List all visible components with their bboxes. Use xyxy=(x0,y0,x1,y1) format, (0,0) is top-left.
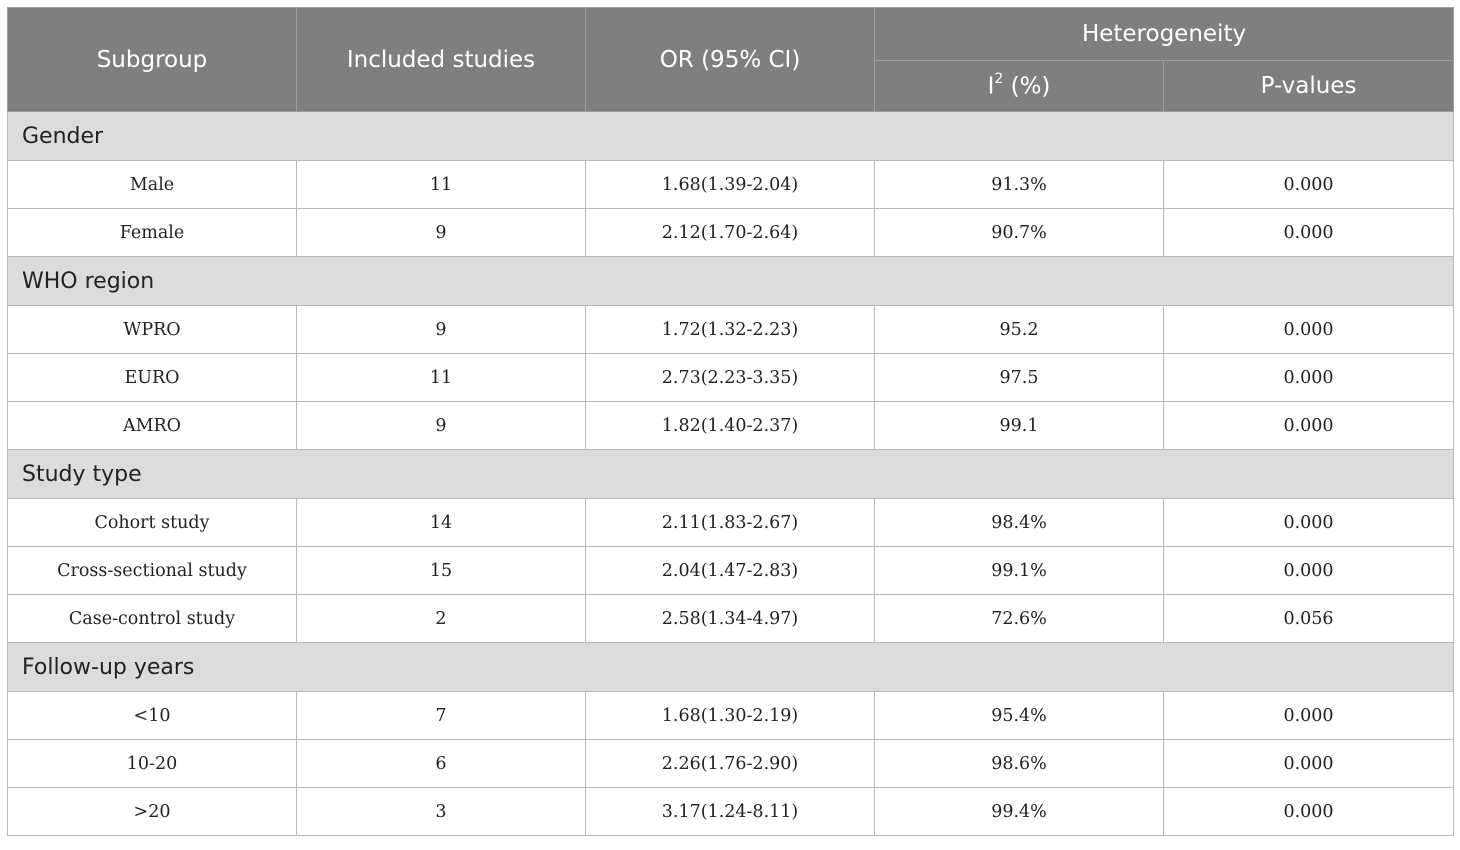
cell-or-ci: 2.26(1.76-2.90) xyxy=(585,739,875,788)
cell-p-value: 0.000 xyxy=(1162,305,1455,354)
cell-included-studies: 9 xyxy=(296,401,586,450)
cell-p-value: 0.000 xyxy=(1162,498,1455,547)
table-row: >20 3 3.17(1.24-8.11) 99.4% 0.000 xyxy=(7,787,1455,836)
header-i2-superscript: 2 xyxy=(994,70,1004,87)
cell-i2: 98.4% xyxy=(874,498,1164,547)
cell-included-studies: 14 xyxy=(296,498,586,547)
cell-p-value: 0.000 xyxy=(1162,353,1455,402)
cell-subgroup: EURO xyxy=(7,353,297,402)
group-header-row: WHO region xyxy=(6,256,1455,306)
group-header-row: Gender xyxy=(6,111,1455,161)
cell-i2: 90.7% xyxy=(874,208,1164,257)
cell-included-studies: 11 xyxy=(296,160,586,209)
cell-included-studies: 3 xyxy=(296,787,586,836)
cell-or-ci: 1.82(1.40-2.37) xyxy=(585,401,875,450)
cell-p-value: 0.000 xyxy=(1162,160,1455,209)
cell-or-ci: 1.68(1.39-2.04) xyxy=(585,160,875,209)
cell-or-ci: 1.68(1.30-2.19) xyxy=(585,691,875,740)
cell-i2: 99.1 xyxy=(874,401,1164,450)
table-body: Gender Male 11 1.68(1.39-2.04) 91.3% 0.000 Fem… xyxy=(6,111,1455,836)
cell-subgroup: AMRO xyxy=(7,401,297,450)
cell-included-studies: 2 xyxy=(296,594,586,643)
group-label: Study type xyxy=(6,449,1455,499)
header-i2: I2 (%) xyxy=(874,60,1164,112)
cell-i2: 99.1% xyxy=(874,546,1164,595)
cell-i2: 72.6% xyxy=(874,594,1164,643)
cell-i2: 99.4% xyxy=(874,787,1164,836)
cell-i2: 95.4% xyxy=(874,691,1164,740)
cell-subgroup: Cohort study xyxy=(7,498,297,547)
subgroup-analysis-table: Subgroup Included studies OR (95% CI) He… xyxy=(6,7,1455,836)
table-row: Male 11 1.68(1.39-2.04) 91.3% 0.000 xyxy=(7,160,1455,209)
cell-included-studies: 9 xyxy=(296,208,586,257)
cell-p-value: 0.000 xyxy=(1162,208,1455,257)
table-header: Subgroup Included studies OR (95% CI) He… xyxy=(7,7,1455,112)
table-row: AMRO 9 1.82(1.40-2.37) 99.1 0.000 xyxy=(7,401,1455,450)
cell-included-studies: 15 xyxy=(296,546,586,595)
cell-or-ci: 1.72(1.32-2.23) xyxy=(585,305,875,354)
cell-p-value: 0.000 xyxy=(1162,739,1455,788)
group-label: Follow-up years xyxy=(6,642,1455,692)
table-row: 10-20 6 2.26(1.76-2.90) 98.6% 0.000 xyxy=(7,739,1455,788)
group-label: WHO region xyxy=(6,256,1455,306)
cell-or-ci: 2.58(1.34-4.97) xyxy=(585,594,875,643)
cell-subgroup: 10-20 xyxy=(7,739,297,788)
cell-p-value: 0.000 xyxy=(1162,691,1455,740)
table-row: Female 9 2.12(1.70-2.64) 90.7% 0.000 xyxy=(7,208,1455,257)
header-subgroup: Subgroup xyxy=(7,7,297,112)
cell-i2: 98.6% xyxy=(874,739,1164,788)
group-header-row: Follow-up years xyxy=(6,642,1455,692)
table-row: Cohort study 14 2.11(1.83-2.67) 98.4% 0.000 xyxy=(7,498,1455,547)
group-header-row: Study type xyxy=(6,449,1455,499)
subgroup-analysis-table-container: Subgroup Included studies OR (95% CI) He… xyxy=(6,7,1455,836)
cell-or-ci: 2.04(1.47-2.83) xyxy=(585,546,875,595)
cell-included-studies: 9 xyxy=(296,305,586,354)
cell-i2: 97.5 xyxy=(874,353,1164,402)
cell-subgroup: Cross-sectional study xyxy=(7,546,297,595)
cell-or-ci: 2.73(2.23-3.35) xyxy=(585,353,875,402)
cell-subgroup: >20 xyxy=(7,787,297,836)
cell-subgroup: <10 xyxy=(7,691,297,740)
cell-p-value: 0.056 xyxy=(1162,594,1455,643)
cell-or-ci: 2.11(1.83-2.67) xyxy=(585,498,875,547)
cell-or-ci: 2.12(1.70-2.64) xyxy=(585,208,875,257)
cell-i2: 95.2 xyxy=(874,305,1164,354)
cell-p-value: 0.000 xyxy=(1162,787,1455,836)
cell-included-studies: 6 xyxy=(296,739,586,788)
header-or-ci: OR (95% CI) xyxy=(585,7,875,112)
table-row: WPRO 9 1.72(1.32-2.23) 95.2 0.000 xyxy=(7,305,1455,354)
cell-included-studies: 7 xyxy=(296,691,586,740)
cell-subgroup: Female xyxy=(7,208,297,257)
cell-p-value: 0.000 xyxy=(1162,401,1455,450)
cell-p-value: 0.000 xyxy=(1162,546,1455,595)
table-row: Case-control study 2 2.58(1.34-4.97) 72.6% 0… xyxy=(7,594,1455,643)
cell-included-studies: 11 xyxy=(296,353,586,402)
header-i2-unit: (%) xyxy=(1003,73,1051,100)
cell-or-ci: 3.17(1.24-8.11) xyxy=(585,787,875,836)
cell-i2: 91.3% xyxy=(874,160,1164,209)
header-i2-base: I xyxy=(987,73,995,100)
cell-subgroup: Case-control study xyxy=(7,594,297,643)
cell-subgroup: WPRO xyxy=(7,305,297,354)
table-row: <10 7 1.68(1.30-2.19) 95.4% 0.000 xyxy=(7,691,1455,740)
cell-subgroup: Male xyxy=(7,160,297,209)
table-row: EURO 11 2.73(2.23-3.35) 97.5 0.000 xyxy=(7,353,1455,402)
header-heterogeneity: Heterogeneity xyxy=(873,7,1455,61)
header-included-studies: Included studies xyxy=(296,7,586,112)
header-p-values: P-values xyxy=(1162,60,1455,112)
table-row: Cross-sectional study 15 2.04(1.47-2.83) 99… xyxy=(7,546,1455,595)
group-label: Gender xyxy=(6,111,1455,161)
